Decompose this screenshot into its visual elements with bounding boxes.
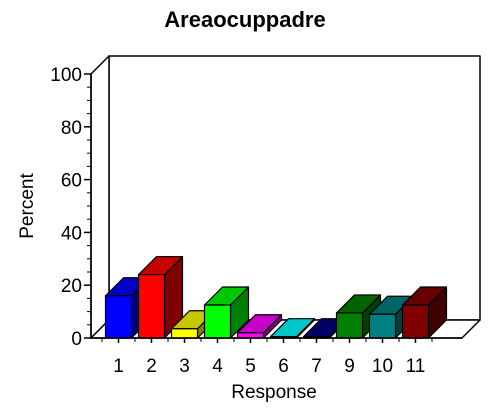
y-tick-label: 0 [71, 329, 82, 350]
x-tick-label: 6 [278, 356, 289, 377]
x-tick-label: 1 [113, 356, 124, 377]
x-tick-label: 2 [146, 356, 157, 377]
y-axis-title: Percent [17, 173, 38, 239]
bar [401, 304, 430, 339]
bar [170, 328, 199, 339]
y-tick-label: 20 [61, 276, 82, 297]
bar [335, 312, 364, 339]
chart-title: Areaocuppadre [164, 7, 325, 32]
x-tick-label: 11 [406, 356, 426, 377]
bar [203, 304, 232, 339]
y-tick-label: 40 [61, 223, 82, 244]
bar [368, 313, 397, 339]
y-tick-label: 60 [61, 171, 82, 192]
bar [137, 274, 166, 339]
x-tick-label: 3 [179, 356, 190, 377]
x-axis-title: Response [231, 382, 317, 403]
y-tick-label: 80 [61, 118, 82, 139]
x-tick-label: 9 [344, 356, 355, 377]
x-tick-label: 4 [212, 356, 223, 377]
x-tick-label: 7 [311, 356, 322, 377]
plot-area: 0 20 40 60 80 100 1 2 3 4 5 6 7 9 10 11 [50, 55, 481, 377]
x-tick-label: 10 [372, 356, 393, 377]
x-tick-label: 5 [245, 356, 256, 377]
bar [104, 295, 133, 339]
bar [236, 332, 265, 339]
y-tick-label: 100 [50, 65, 82, 86]
